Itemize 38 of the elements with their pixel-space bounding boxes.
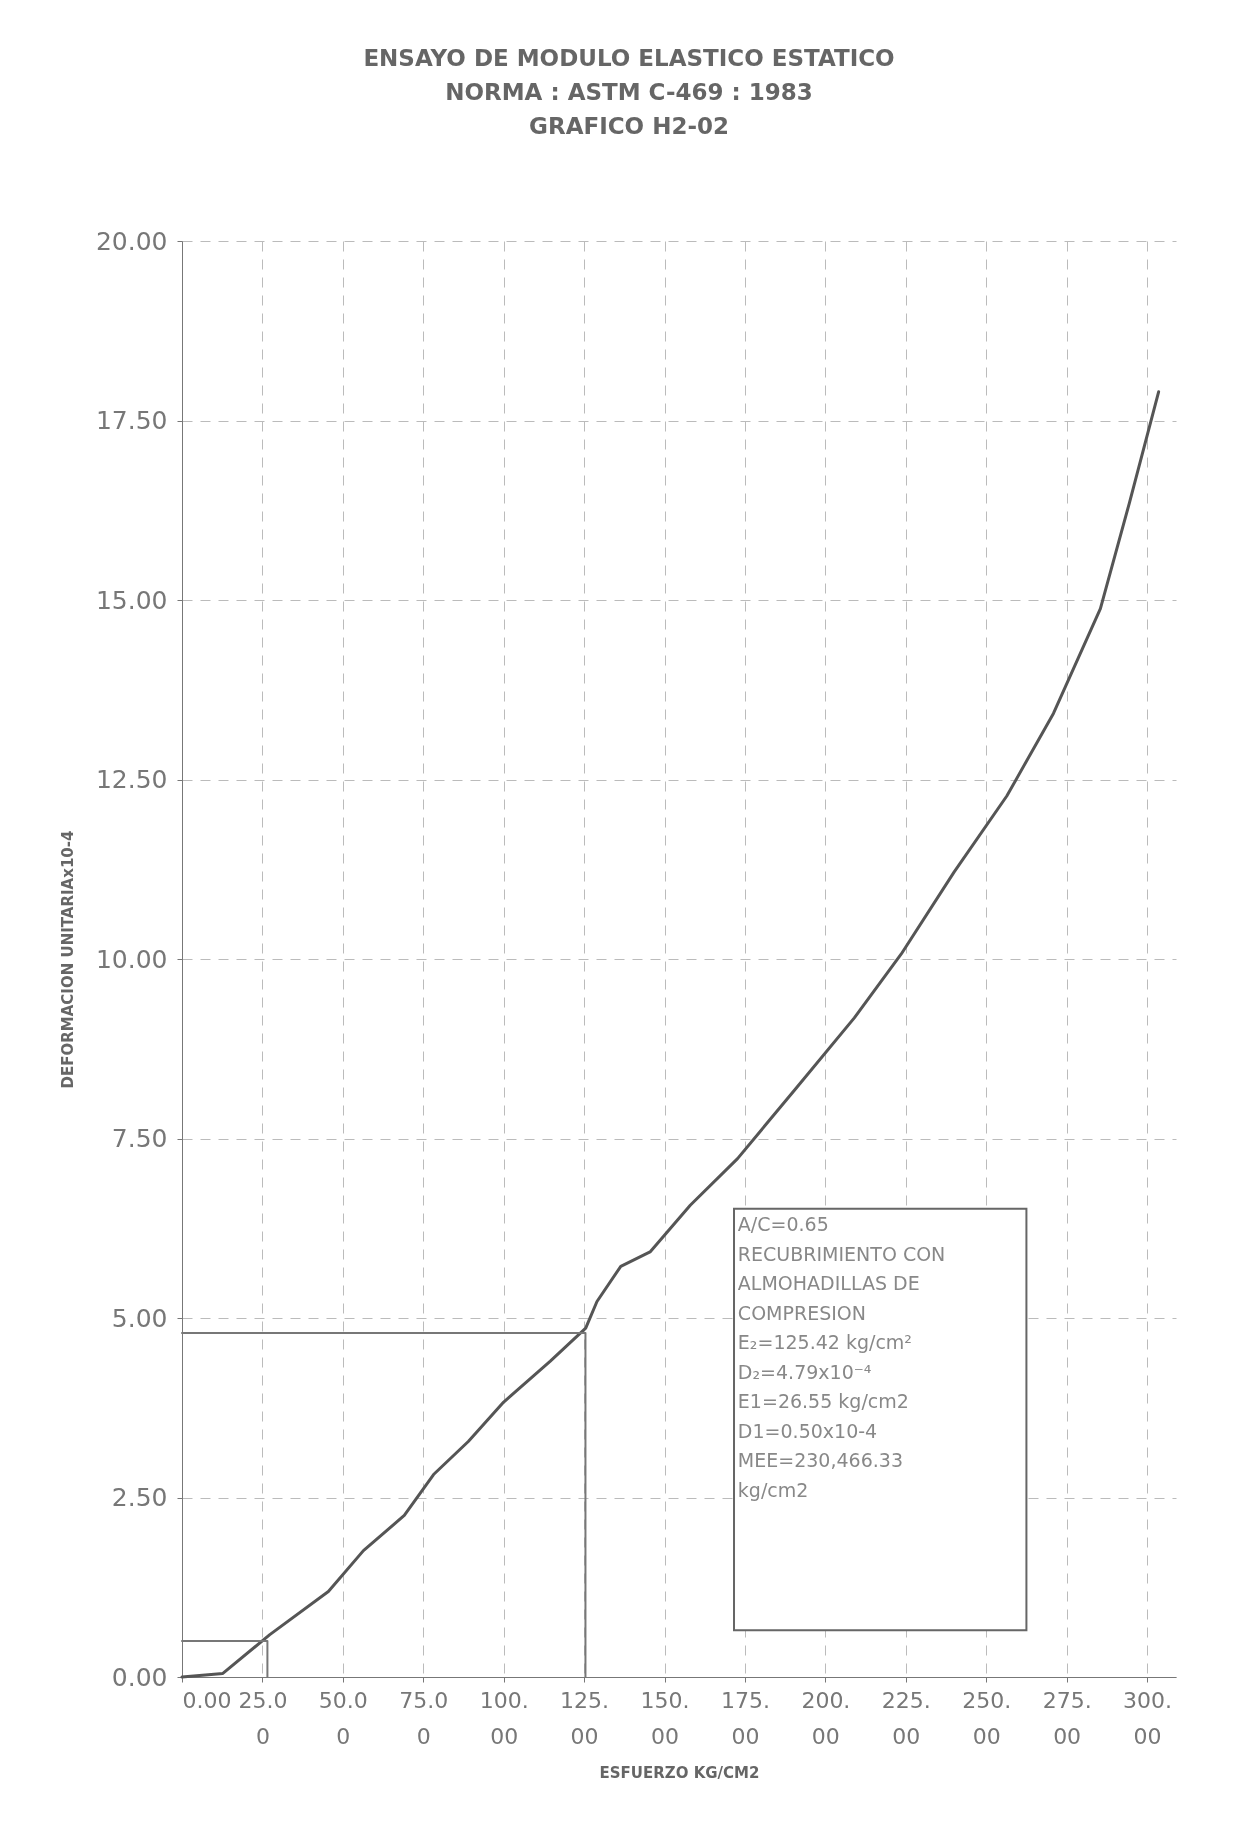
line-series [180,390,1161,1679]
text: kg/cm2 [737,1478,809,1501]
y-tick-label: 5.00 [111,1303,168,1333]
x-tick-label: 300.00 [1123,1687,1173,1749]
y-tick-label: 2.50 [111,1483,168,1512]
text: COMPRESION [737,1301,866,1324]
x-tick-label: 150.00 [640,1687,690,1749]
text: ALMOHADILLAS DE [737,1272,920,1295]
x-tick-label: 125.00 [560,1687,610,1749]
x-tick-label: 175.00 [720,1687,770,1749]
x-tick-label: 225.00 [881,1687,931,1749]
x-tick-label: 50.00 [318,1687,368,1749]
text: GRAFICO H2-02 [529,113,729,139]
text: D₂=4.79x10⁻⁴ [737,1360,872,1383]
y-tick-label: 15.00 [95,585,168,615]
y-tick-label: 12.50 [95,765,168,794]
x-axis-title: ESFUERZO KG/CM2 [599,1763,760,1782]
text: ENSAYO DE MODULO ELASTICO ESTATICO [363,45,895,71]
x-tick-label: 275.00 [1042,1687,1092,1749]
y-tick-label: 7.50 [111,1124,168,1153]
text: A/C=0.65 [737,1213,829,1236]
y-axis-title: DEFORMACION UNITARIAx10-4 [58,830,77,1089]
x-tick-label: 200.00 [801,1687,851,1749]
x-tick-label: 0.00 [182,1687,232,1713]
x-tick-label: 100.00 [479,1687,529,1749]
x-tick-label: 75.00 [399,1687,449,1749]
text: NORMA : ASTM C-469 : 1983 [445,79,813,105]
text: RECUBRIMIENTO CON [737,1242,946,1265]
y-tick-label: 17.50 [95,406,168,435]
text: MEE=230,466.33 [737,1449,903,1472]
y-tick-label: 0.00 [111,1662,168,1692]
text: E1=26.55 kg/cm2 [737,1390,909,1413]
x-tick-label: 25.00 [238,1687,288,1749]
y-tick-label: 20.00 [95,226,168,256]
x-tick-label: 250.00 [962,1687,1012,1749]
text: D1=0.50x10-4 [737,1419,878,1442]
text: E₂=125.42 kg/cm² [737,1331,912,1354]
y-tick-label: 10.00 [95,944,168,974]
